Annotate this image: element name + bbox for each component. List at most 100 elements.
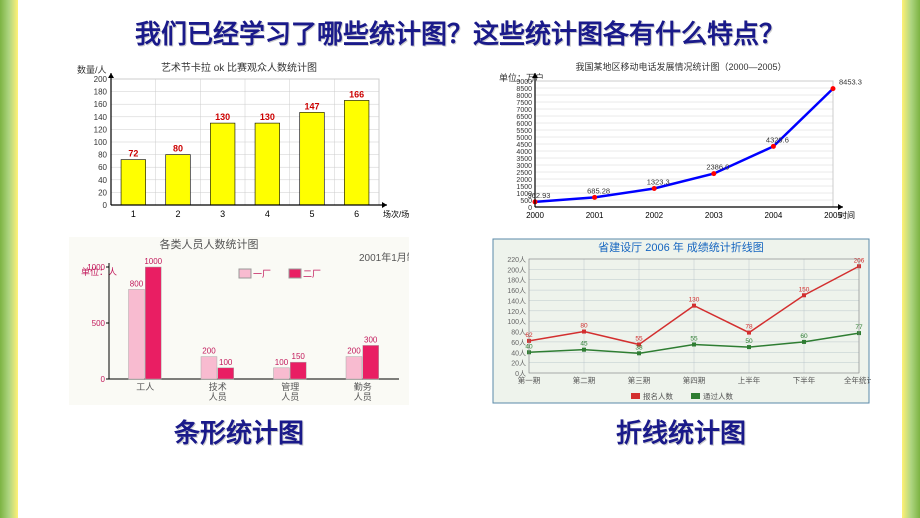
svg-text:人员: 人员 (281, 392, 299, 402)
svg-text:150: 150 (292, 352, 306, 361)
svg-text:140人: 140人 (507, 297, 526, 305)
svg-text:4500: 4500 (516, 142, 532, 149)
svg-text:2004: 2004 (765, 211, 783, 220)
svg-text:60: 60 (98, 163, 107, 172)
svg-text:2001年1月制: 2001年1月制 (359, 251, 409, 264)
svg-text:72: 72 (128, 149, 138, 159)
svg-text:下半年: 下半年 (793, 375, 816, 385)
svg-text:通过人数: 通过人数 (703, 391, 733, 401)
svg-text:6500: 6500 (516, 114, 532, 121)
svg-text:一厂: 一厂 (253, 269, 271, 279)
svg-text:500: 500 (92, 319, 106, 328)
svg-text:80: 80 (98, 151, 107, 160)
svg-text:55: 55 (690, 336, 698, 343)
svg-text:2386.0: 2386.0 (706, 163, 729, 172)
chart-topleft: 艺术节卡拉 ok 比赛观众人数统计图数量/人020406080100120140… (38, 61, 440, 231)
svg-text:166: 166 (349, 89, 364, 99)
svg-text:220人: 220人 (507, 256, 526, 264)
svg-text:报名人数: 报名人数 (643, 391, 673, 401)
svg-text:120人: 120人 (507, 308, 526, 316)
svg-text:勤务: 勤务 (354, 381, 372, 392)
svg-text:第一期: 第一期 (518, 375, 541, 385)
svg-text:4329.6: 4329.6 (766, 135, 789, 144)
svg-text:2: 2 (175, 209, 180, 219)
slide-content: 我们已经学习了哪些统计图？这些统计图各有什么特点？ 艺术节卡拉 ok 比赛观众人… (18, 0, 902, 518)
svg-text:1: 1 (131, 209, 136, 219)
svg-text:0: 0 (101, 375, 106, 384)
svg-text:5500: 5500 (516, 128, 532, 135)
svg-text:20人: 20人 (511, 360, 526, 368)
svg-text:60人: 60人 (511, 339, 526, 347)
svg-text:80人: 80人 (511, 329, 526, 337)
svg-text:7500: 7500 (516, 100, 532, 107)
svg-text:1000: 1000 (144, 257, 162, 266)
svg-text:6000: 6000 (516, 121, 532, 128)
svg-text:3: 3 (220, 209, 225, 219)
svg-text:第二期: 第二期 (573, 375, 596, 385)
svg-text:5000: 5000 (516, 135, 532, 142)
chart-topright: 我国某地区移动电话发展情况统计图（2000—2005）单位：万户05001000… (480, 61, 882, 231)
label-line: 折线统计图 (480, 413, 882, 450)
svg-text:上半年: 上半年 (738, 375, 761, 385)
svg-text:300: 300 (364, 335, 378, 344)
svg-text:130: 130 (689, 297, 700, 304)
svg-text:60: 60 (800, 333, 808, 340)
chart-grid: 艺术节卡拉 ok 比赛观众人数统计图数量/人020406080100120140… (38, 61, 882, 450)
svg-text:8453.3: 8453.3 (839, 78, 862, 87)
svg-text:685.28: 685.28 (587, 186, 610, 195)
svg-text:各类人员人数统计图: 各类人员人数统计图 (160, 237, 259, 251)
svg-text:130: 130 (215, 112, 230, 122)
svg-text:省建设厅 2006 年 成绩统计折线图: 省建设厅 2006 年 成绩统计折线图 (598, 240, 764, 254)
svg-text:200: 200 (94, 75, 108, 84)
svg-text:80: 80 (173, 144, 183, 154)
svg-text:第四期: 第四期 (683, 375, 706, 385)
svg-text:147: 147 (304, 101, 319, 111)
svg-text:180: 180 (94, 88, 108, 97)
svg-text:数量/人: 数量/人 (77, 64, 107, 75)
svg-text:130: 130 (260, 112, 275, 122)
svg-text:40人: 40人 (511, 349, 526, 357)
svg-text:180人: 180人 (507, 277, 526, 285)
svg-text:80: 80 (580, 323, 588, 330)
svg-text:8500: 8500 (516, 86, 532, 93)
svg-text:160: 160 (94, 100, 108, 109)
svg-text:78: 78 (745, 324, 753, 331)
svg-text:2500: 2500 (516, 170, 532, 177)
svg-text:二厂: 二厂 (303, 269, 321, 279)
svg-text:6: 6 (354, 209, 359, 219)
svg-text:我国某地区移动电话发展情况统计图（2000—2005）: 我国某地区移动电话发展情况统计图（2000—2005） (575, 61, 786, 72)
svg-text:5: 5 (309, 209, 314, 219)
svg-text:38: 38 (635, 344, 643, 351)
svg-text:1000: 1000 (87, 263, 105, 272)
svg-text:1323.3: 1323.3 (647, 177, 670, 186)
svg-text:0: 0 (103, 201, 108, 210)
svg-text:4000: 4000 (516, 149, 532, 156)
svg-text:362.93: 362.93 (528, 191, 551, 200)
svg-text:2002: 2002 (645, 211, 663, 220)
svg-text:40: 40 (98, 176, 107, 185)
svg-text:9000: 9000 (516, 79, 532, 86)
svg-text:8000: 8000 (516, 93, 532, 100)
svg-text:3000: 3000 (516, 163, 532, 170)
svg-text:140: 140 (94, 113, 108, 122)
svg-text:人员: 人员 (209, 392, 227, 402)
svg-text:160人: 160人 (507, 287, 526, 295)
svg-text:第三期: 第三期 (628, 375, 651, 385)
svg-text:200: 200 (202, 347, 216, 356)
svg-text:2000: 2000 (526, 211, 544, 220)
svg-text:2001: 2001 (586, 211, 604, 220)
svg-text:4: 4 (265, 209, 270, 219)
svg-text:管理: 管理 (281, 381, 299, 392)
svg-text:100: 100 (94, 138, 108, 147)
svg-text:150: 150 (799, 286, 810, 293)
svg-text:3500: 3500 (516, 156, 532, 163)
svg-text:20: 20 (98, 188, 107, 197)
svg-text:场次/场: 场次/场 (383, 209, 409, 219)
svg-text:100人: 100人 (507, 318, 526, 326)
label-bar: 条形统计图 (38, 413, 440, 450)
svg-text:技术: 技术 (209, 381, 227, 392)
svg-text:55: 55 (635, 336, 643, 343)
svg-text:人员: 人员 (354, 392, 372, 402)
svg-text:7000: 7000 (516, 107, 532, 114)
svg-text:2000: 2000 (516, 177, 532, 184)
